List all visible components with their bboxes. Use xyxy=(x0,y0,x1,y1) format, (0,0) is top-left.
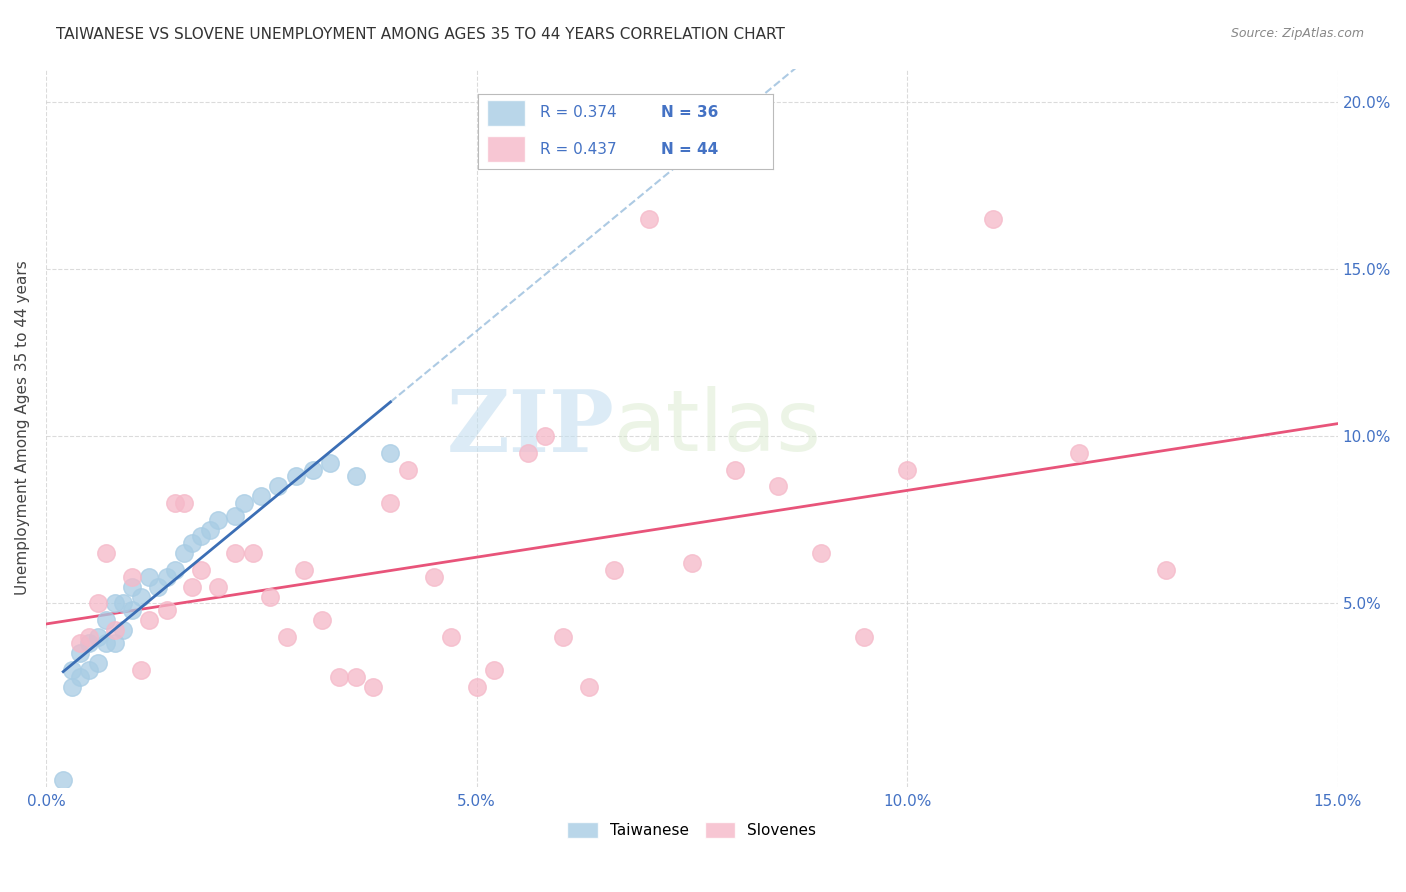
Point xyxy=(361,680,384,694)
Point xyxy=(96,613,118,627)
Point xyxy=(1069,446,1091,460)
Point xyxy=(198,523,221,537)
Point xyxy=(250,489,273,503)
Point xyxy=(138,613,160,627)
Text: ZIP: ZIP xyxy=(447,386,614,470)
Point xyxy=(207,580,229,594)
Text: N = 36: N = 36 xyxy=(661,105,718,120)
Point xyxy=(96,636,118,650)
Point xyxy=(440,630,463,644)
Text: atlas: atlas xyxy=(614,386,823,469)
Point xyxy=(551,630,574,644)
Point xyxy=(121,569,143,583)
Point xyxy=(173,546,195,560)
Point xyxy=(138,569,160,583)
Point xyxy=(77,663,100,677)
Point xyxy=(96,546,118,560)
Point xyxy=(155,603,177,617)
Point xyxy=(69,647,91,661)
Text: Source: ZipAtlas.com: Source: ZipAtlas.com xyxy=(1230,27,1364,40)
Point xyxy=(112,596,135,610)
Point xyxy=(165,496,187,510)
Point xyxy=(319,456,342,470)
Point xyxy=(344,469,367,483)
Point xyxy=(52,773,75,788)
Point xyxy=(121,603,143,617)
Point xyxy=(396,462,419,476)
FancyBboxPatch shape xyxy=(486,100,526,126)
Point xyxy=(242,546,264,560)
FancyBboxPatch shape xyxy=(486,136,526,161)
Text: TAIWANESE VS SLOVENE UNEMPLOYMENT AMONG AGES 35 TO 44 YEARS CORRELATION CHART: TAIWANESE VS SLOVENE UNEMPLOYMENT AMONG … xyxy=(56,27,785,42)
Point xyxy=(173,496,195,510)
Point xyxy=(981,211,1004,226)
Point xyxy=(224,546,246,560)
Point xyxy=(267,479,290,493)
Point xyxy=(69,670,91,684)
Point xyxy=(465,680,488,694)
Point xyxy=(302,462,325,476)
Point xyxy=(328,670,350,684)
Point xyxy=(60,680,83,694)
Point xyxy=(284,469,307,483)
Point xyxy=(810,546,832,560)
Point xyxy=(129,590,152,604)
Point xyxy=(380,446,402,460)
Point xyxy=(603,563,626,577)
Text: R = 0.374: R = 0.374 xyxy=(540,105,617,120)
Point xyxy=(190,563,212,577)
Point xyxy=(724,462,747,476)
Point xyxy=(681,556,703,570)
Point xyxy=(112,623,135,637)
Point xyxy=(77,636,100,650)
Point xyxy=(896,462,918,476)
Point xyxy=(121,580,143,594)
Y-axis label: Unemployment Among Ages 35 to 44 years: Unemployment Among Ages 35 to 44 years xyxy=(15,260,30,595)
Point xyxy=(344,670,367,684)
Point xyxy=(276,630,298,644)
Point xyxy=(86,596,108,610)
Point xyxy=(129,663,152,677)
Point xyxy=(104,636,127,650)
Point xyxy=(233,496,256,510)
Point xyxy=(155,569,177,583)
Point xyxy=(86,657,108,671)
Point xyxy=(637,211,659,226)
Point xyxy=(69,636,91,650)
Point xyxy=(380,496,402,510)
Text: R = 0.437: R = 0.437 xyxy=(540,142,617,156)
Point xyxy=(1154,563,1177,577)
Point xyxy=(578,680,600,694)
Point xyxy=(104,623,127,637)
Point xyxy=(146,580,169,594)
Point xyxy=(517,446,540,460)
Point xyxy=(766,479,789,493)
Point xyxy=(165,563,187,577)
Point xyxy=(224,509,246,524)
Point xyxy=(311,613,333,627)
Text: N = 44: N = 44 xyxy=(661,142,718,156)
Point xyxy=(60,663,83,677)
Point xyxy=(482,663,505,677)
Point xyxy=(104,596,127,610)
Point xyxy=(181,580,204,594)
Point xyxy=(86,630,108,644)
Point xyxy=(422,569,444,583)
Point xyxy=(181,536,204,550)
Point xyxy=(534,429,557,443)
Point xyxy=(292,563,315,577)
Legend: Taiwanese, Slovenes: Taiwanese, Slovenes xyxy=(561,816,823,844)
Point xyxy=(190,529,212,543)
Point xyxy=(259,590,281,604)
Point xyxy=(207,513,229,527)
Point xyxy=(853,630,876,644)
Point xyxy=(77,630,100,644)
